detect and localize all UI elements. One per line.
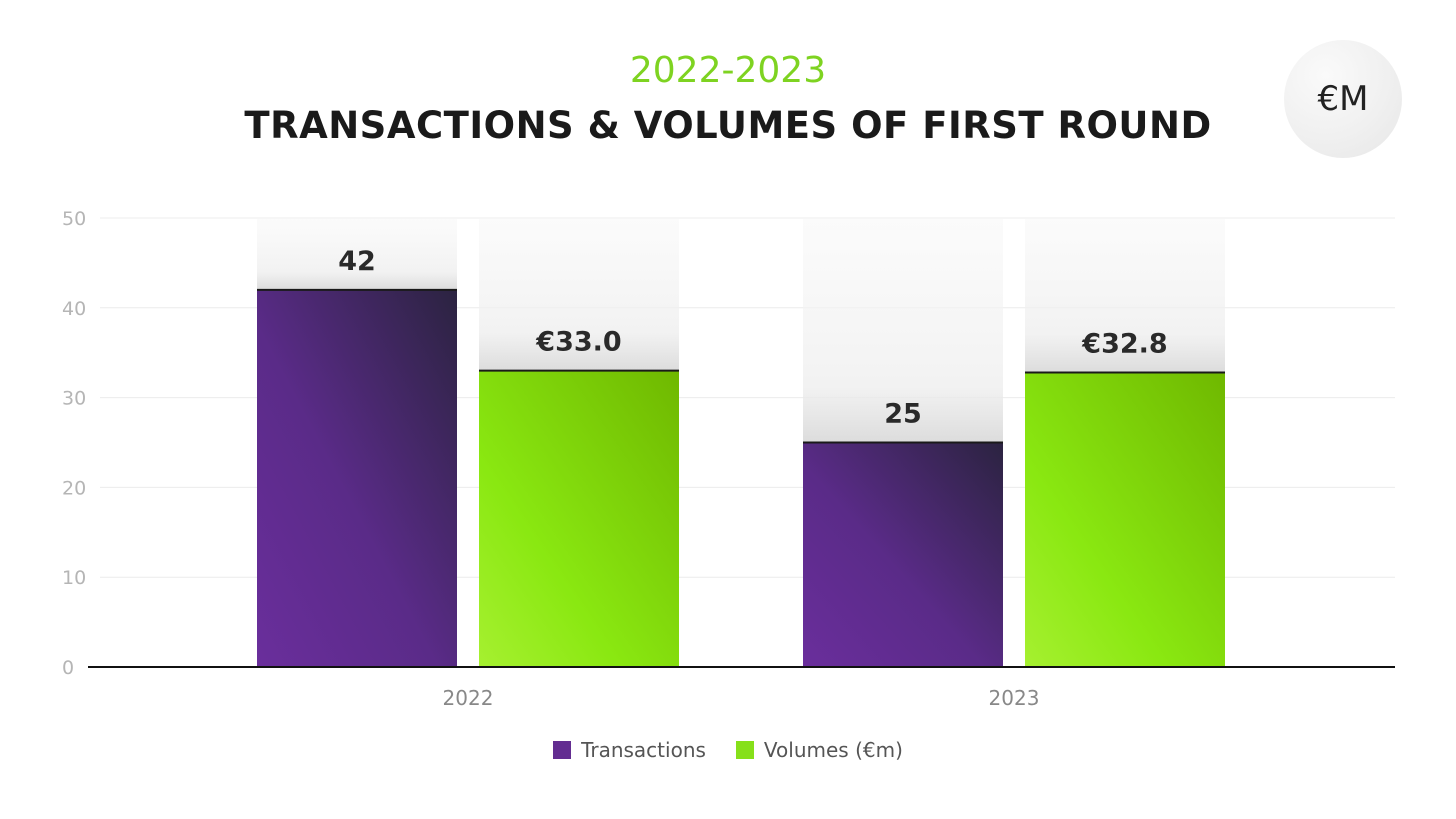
data-label: €33.0 xyxy=(535,327,621,358)
legend-swatch-volumes xyxy=(735,741,754,759)
chart-subtitle: 2022-2023 xyxy=(629,50,827,91)
bar-volumes-2022 xyxy=(479,370,679,667)
currency-badge: €M xyxy=(1284,40,1402,158)
legend-swatch-transactions xyxy=(553,741,572,759)
y-tick-label: 20 xyxy=(62,477,86,499)
bar-volumes-2023 xyxy=(1025,372,1225,667)
y-tick-label: 0 xyxy=(62,657,74,679)
bar-shadow xyxy=(479,218,679,371)
data-label: €32.8 xyxy=(1081,328,1167,359)
bar-transactions-2023 xyxy=(803,442,1003,667)
bar-transactions-2022 xyxy=(257,289,457,667)
x-axis-ticks: 2022 2023 xyxy=(443,686,1040,710)
y-tick-label: 30 xyxy=(62,388,86,410)
legend: Transactions Volumes (€m) xyxy=(0,738,1456,762)
y-tick-label: 50 xyxy=(62,208,86,230)
legend-label-volumes: Volumes (€m) xyxy=(763,738,903,762)
x-tick-label: 2023 xyxy=(989,686,1040,710)
data-label: 25 xyxy=(884,399,922,430)
currency-badge-label: €M xyxy=(1317,79,1369,119)
bars: 42 €33.0 25 €32.8 xyxy=(88,218,1395,668)
bar-shadow xyxy=(803,218,1003,443)
bar-shadow xyxy=(1025,218,1225,373)
x-tick-label: 2022 xyxy=(443,686,494,710)
chart-title: TRANSACTIONS & VOLUMES OF FIRST ROUND xyxy=(244,104,1212,147)
data-label: 42 xyxy=(338,246,376,277)
bar-shadow xyxy=(257,218,457,290)
legend-item-transactions: Transactions xyxy=(553,738,706,762)
y-tick-label: 40 xyxy=(62,298,86,320)
legend-label-transactions: Transactions xyxy=(581,738,706,762)
legend-item-volumes: Volumes (€m) xyxy=(735,738,903,762)
y-tick-label: 10 xyxy=(62,567,86,589)
y-axis-ticks: 0 10 20 30 40 50 xyxy=(62,208,86,679)
